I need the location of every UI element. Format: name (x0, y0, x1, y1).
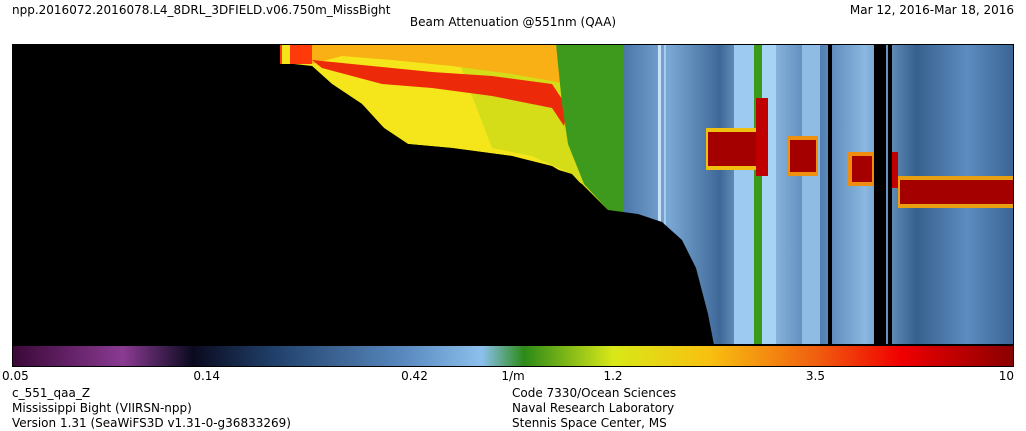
red-layer-patch (852, 156, 872, 182)
no-data-column (874, 44, 886, 345)
water-column-stripe (802, 44, 820, 345)
colorbar-unit-label: 1/m (501, 369, 525, 383)
subsurface-red-layer (706, 98, 1014, 208)
colorbar-ramp (12, 345, 1014, 367)
file-name: npp.2016072.2016078.L4_8DRL_3DFIELD.v06.… (12, 3, 391, 17)
surface-plume-core (290, 44, 312, 64)
red-layer-patch (756, 98, 768, 176)
date-range: Mar 12, 2016-Mar 18, 2016 (849, 3, 1014, 17)
colorbar-tick-label: 10 (998, 369, 1014, 383)
colorbar-tick-label: 1.2 (603, 369, 623, 383)
footer-left-line: c_551_qaa_Z (12, 386, 91, 400)
surface-plume-region (292, 44, 572, 84)
no-data-column (888, 44, 892, 345)
colorbar-tick-label: 0.42 (401, 369, 428, 383)
plot-border (12, 44, 1014, 345)
red-layer-patch (892, 152, 898, 188)
footer-left-line: Mississippi Bight (VIIRSN-npp) (12, 401, 192, 415)
chart-title: Beam Attenuation @551nm (QAA) (409, 15, 617, 29)
water-column-stripe (762, 44, 776, 345)
green-transition-region (556, 44, 624, 214)
colorbar-tick-label: 0.05 (2, 369, 29, 383)
footer-right-line: Naval Research Laboratory (512, 401, 675, 415)
water-column-stripe (664, 44, 666, 345)
water-column-green-stripe (754, 44, 762, 345)
footer-right-line: Code 7330/Ocean Sciences (512, 386, 677, 400)
colorbar-tick-label: 0.14 (193, 369, 221, 383)
no-data-column (828, 44, 832, 345)
footer-right: Code 7330/Ocean Sciences Naval Research … (512, 386, 676, 431)
red-layer-patch (790, 140, 816, 172)
footer-right-line: Stennis Space Center, MS (512, 416, 667, 430)
water-column-stripe (658, 44, 661, 345)
colorbar-tick-label: 3.5 (805, 369, 825, 383)
red-layer-patch (900, 180, 1014, 204)
water-column-stripe (734, 44, 756, 345)
footer-left: c_551_qaa_Z Mississippi Bight (VIIRSN-np… (12, 386, 291, 431)
surface-plume-core (312, 60, 568, 126)
seafloor-no-data (12, 44, 714, 345)
red-layer-patch (708, 132, 762, 166)
footer-left-line: Version 1.31 (SeaWiFS3D v1.31-0-g3683326… (12, 416, 291, 430)
colorbar (12, 345, 1014, 367)
heatmap-plot (12, 44, 1014, 345)
